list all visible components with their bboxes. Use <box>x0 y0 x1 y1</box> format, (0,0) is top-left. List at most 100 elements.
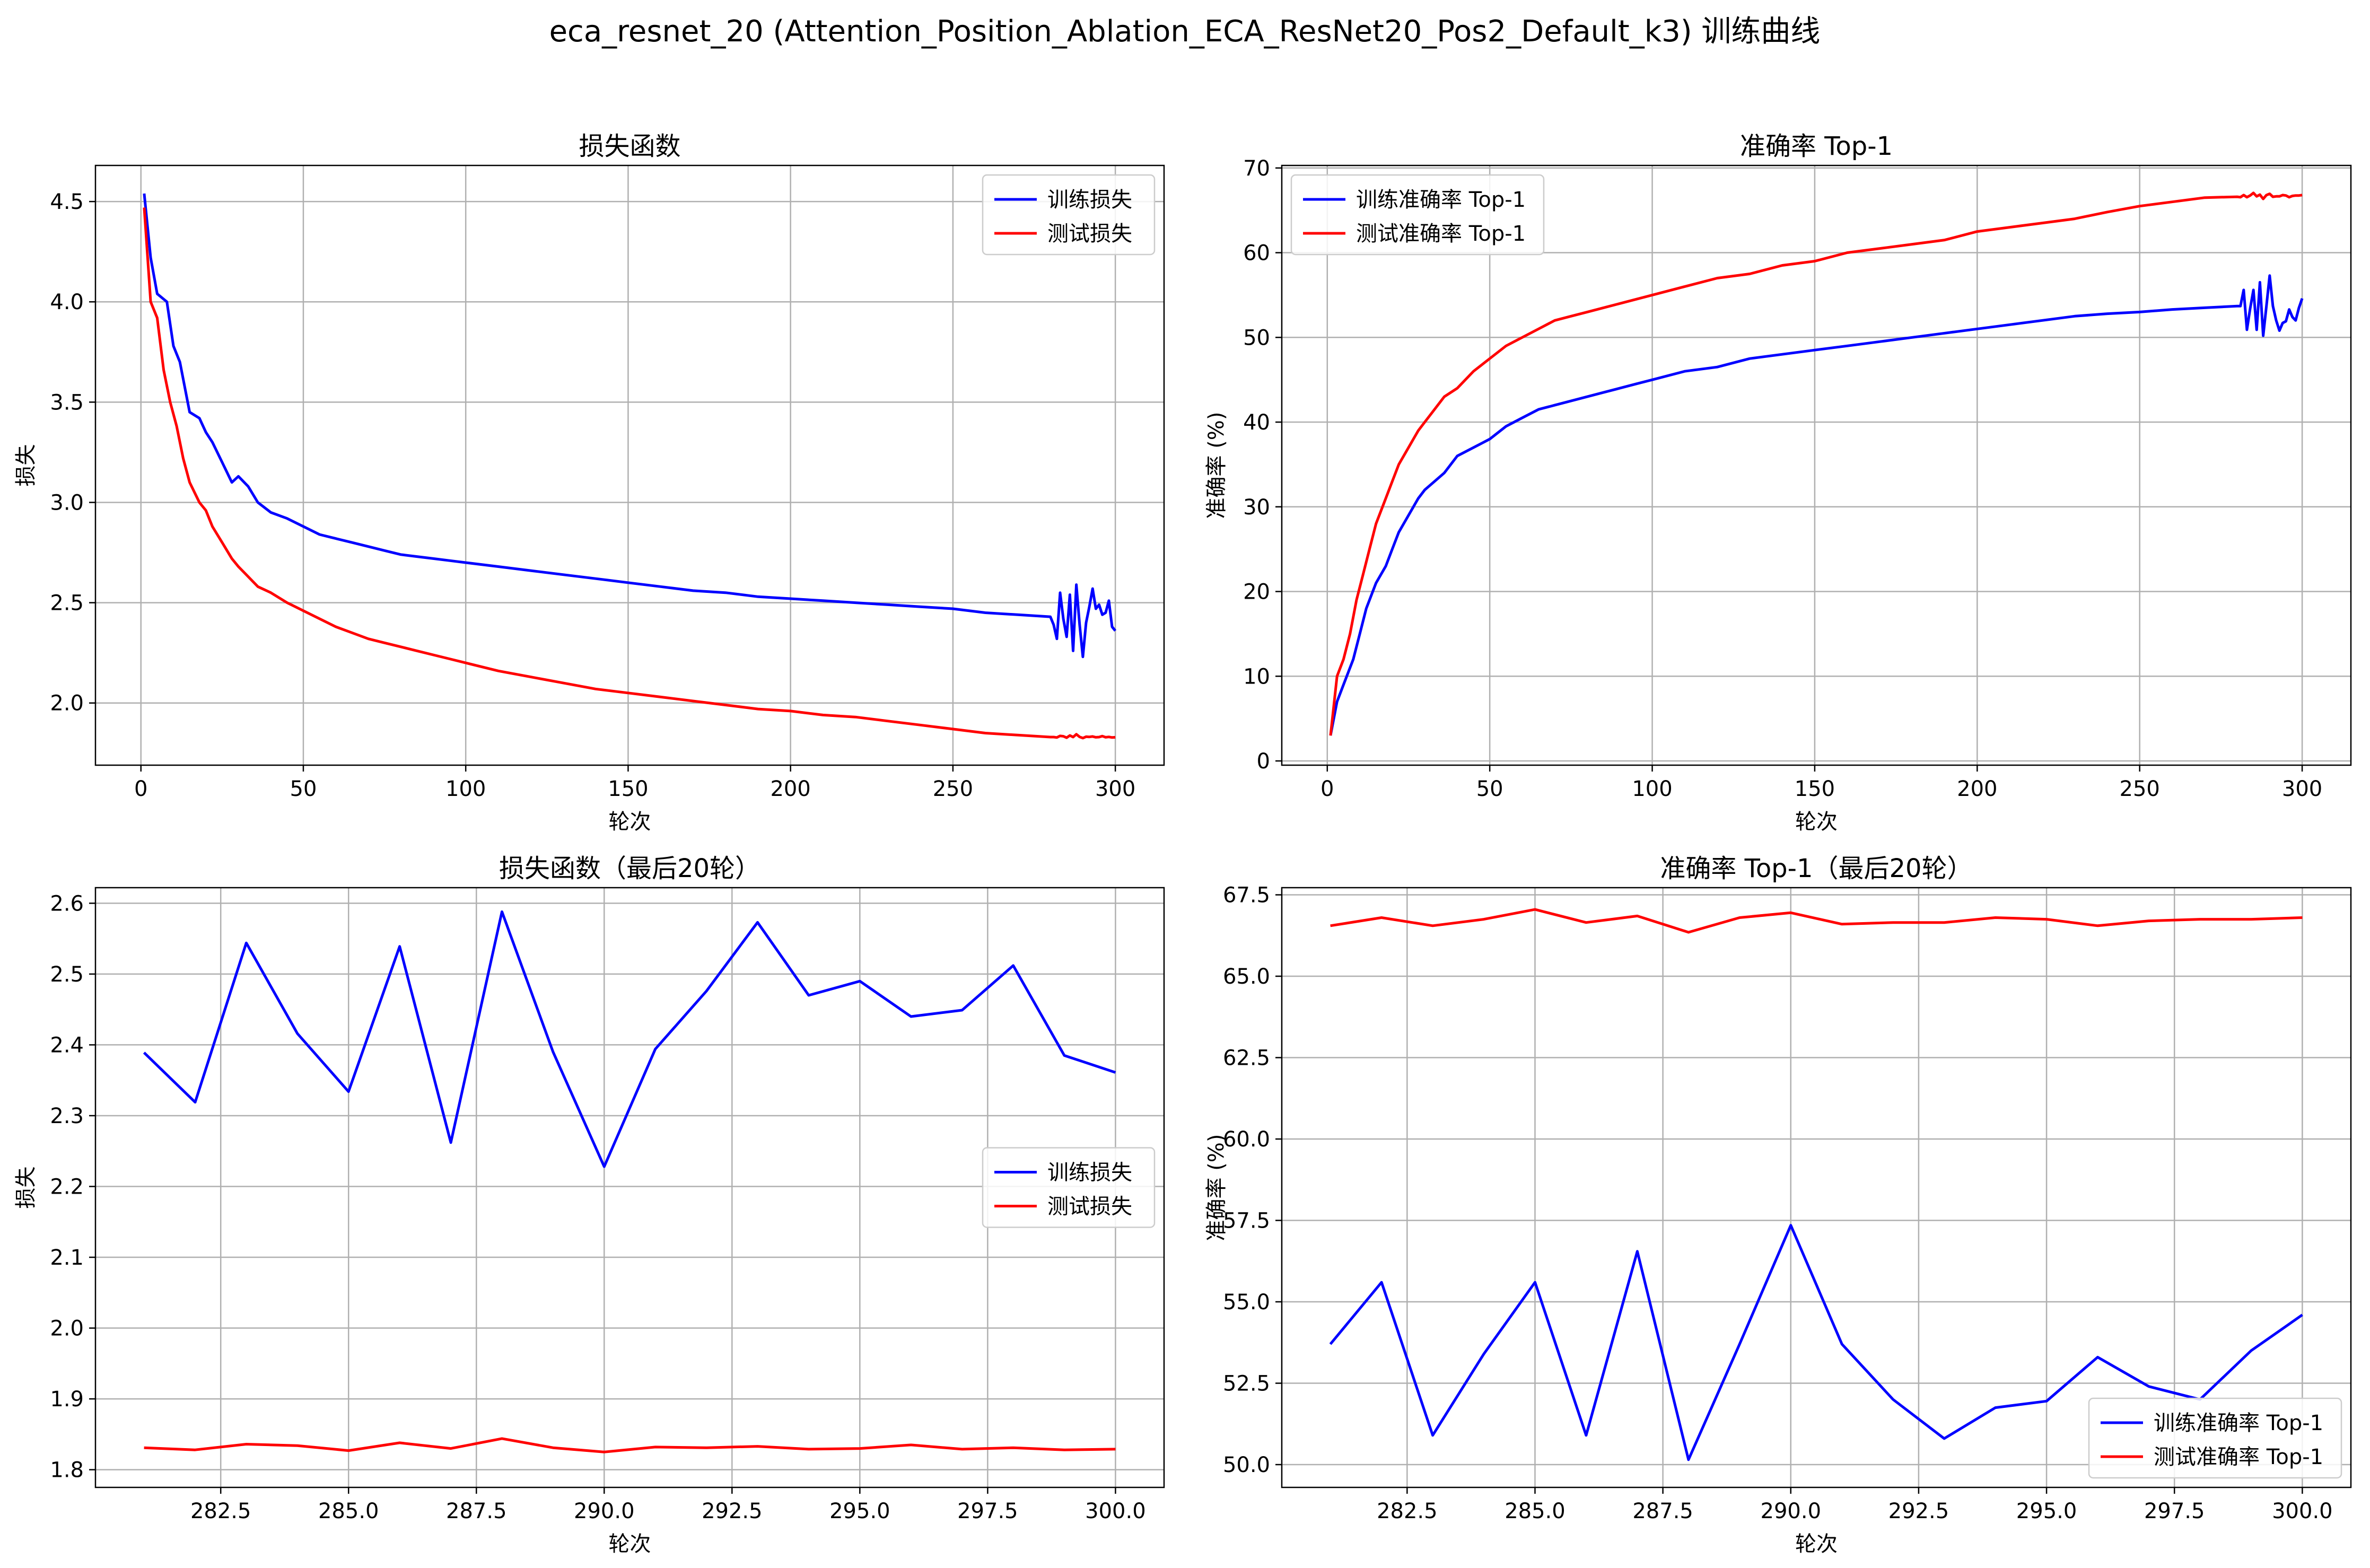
x-tick-label: 150 <box>608 777 648 801</box>
x-tick-label: 292.5 <box>1888 1499 1949 1523</box>
series-line-test <box>143 207 1116 740</box>
legend-label: 训练损失 <box>1047 188 1132 212</box>
legend-label: 训练准确率 Top-1 <box>2154 1411 2323 1435</box>
y-tick-label: 55.0 <box>1223 1290 1270 1315</box>
y-tick-label: 2.3 <box>50 1104 84 1128</box>
axes-frame <box>94 887 1165 1488</box>
y-tick-label: 50.0 <box>1223 1453 1270 1477</box>
series-line-test <box>144 1437 1116 1453</box>
x-tick-label: 297.5 <box>957 1499 1018 1523</box>
x-tick-label: 300 <box>1095 777 1135 801</box>
y-tick-label: 52.5 <box>1223 1372 1270 1396</box>
y-tick-label: 2.4 <box>50 1033 84 1057</box>
chart-panel-acc_full: 0 50 100 150 200 250 300 0 10 20 30 40 50 60 70 准确率 Top… <box>1204 132 2352 834</box>
x-tick-label: 295.0 <box>2016 1499 2077 1523</box>
y-axis-label: 损失 <box>14 1167 38 1209</box>
y-axis-label: 准确率 (%) <box>1204 412 1229 519</box>
y-tick-label: 20 <box>1243 580 1270 605</box>
x-axis-label: 轮次 <box>609 1532 651 1556</box>
y-tick-label: 0 <box>1257 749 1270 774</box>
y-tick-label: 2.1 <box>50 1246 84 1270</box>
x-tick-label: 282.5 <box>190 1499 251 1523</box>
y-tick-label: 57.5 <box>1223 1209 1270 1233</box>
series-line-train <box>143 193 1117 659</box>
x-tick-label: 250 <box>2120 777 2160 801</box>
y-tick-label: 2.6 <box>50 891 84 916</box>
y-tick-label: 2.2 <box>50 1175 84 1199</box>
y-tick-label: 67.5 <box>1223 883 1270 908</box>
legend-label: 测试准确率 Top-1 <box>2154 1445 2323 1469</box>
x-axis-label: 轮次 <box>1795 1532 1838 1556</box>
y-tick-label: 2.0 <box>50 691 84 716</box>
y-tick-label: 60.0 <box>1223 1127 1270 1152</box>
x-tick-label: 297.5 <box>2144 1499 2205 1523</box>
x-tick-label: 300.0 <box>1085 1499 1146 1523</box>
y-axis-label: 损失 <box>14 444 38 487</box>
axes-frame <box>94 164 1165 766</box>
x-tick-label: 150 <box>1795 777 1835 801</box>
chart-title: 损失函数 <box>579 132 680 161</box>
y-tick-label: 30 <box>1243 495 1270 520</box>
legend-label: 测试损失 <box>1047 1195 1132 1219</box>
legend-label: 测试损失 <box>1047 222 1132 246</box>
series-line-test <box>1330 908 2303 934</box>
y-axis-label: 准确率 (%) <box>1204 1134 1229 1241</box>
series-line-test <box>1329 191 2303 736</box>
x-tick-label: 100 <box>1632 777 1672 801</box>
x-tick-label: 300 <box>2282 777 2322 801</box>
chart-title: 准确率 Top-1 <box>1740 132 1893 161</box>
x-tick-label: 290.0 <box>574 1499 635 1523</box>
y-tick-label: 4.0 <box>50 290 84 314</box>
x-tick-label: 287.5 <box>1632 1499 1693 1523</box>
x-tick-label: 287.5 <box>446 1499 507 1523</box>
chart-title: 损失函数（最后20轮） <box>499 854 760 883</box>
y-tick-label: 2.5 <box>50 591 84 616</box>
x-tick-label: 290.0 <box>1761 1499 1822 1523</box>
legend-label: 测试准确率 Top-1 <box>1356 222 1526 246</box>
y-tick-label: 50 <box>1243 326 1270 350</box>
axes-frame <box>1281 164 2352 766</box>
y-tick-label: 40 <box>1243 410 1270 435</box>
series-line-train <box>1329 274 2304 736</box>
y-tick-label: 3.5 <box>50 390 84 415</box>
y-tick-label: 3.0 <box>50 490 84 515</box>
x-tick-label: 285.0 <box>318 1499 379 1523</box>
legend-box <box>1290 174 1545 256</box>
y-tick-label: 1.8 <box>50 1458 84 1483</box>
series-line-train <box>143 910 1116 1168</box>
x-tick-label: 50 <box>290 777 317 801</box>
legend-label: 训练准确率 Top-1 <box>1356 188 1526 212</box>
y-tick-label: 4.5 <box>50 190 84 214</box>
legend-label: 训练损失 <box>1047 1161 1132 1185</box>
x-tick-label: 0 <box>134 777 147 801</box>
y-tick-label: 65.0 <box>1223 965 1270 989</box>
y-tick-label: 10 <box>1243 664 1270 689</box>
y-tick-label: 60 <box>1243 241 1270 266</box>
y-tick-label: 2.0 <box>50 1317 84 1341</box>
chart-panel-acc_last20: 282.5 285.0 287.5 290.0 292.5 295.0 297.5 300.0… <box>1204 854 2352 1556</box>
legend: 训练准确率 Top-1 测试准确率 Top-1 <box>1290 174 1545 256</box>
figure-suptitle: eca_resnet_20 (Attention_Position_Ablati… <box>549 14 1821 49</box>
legend-box <box>2088 1397 2342 1479</box>
y-tick-label: 70 <box>1243 156 1270 181</box>
x-tick-label: 100 <box>445 777 486 801</box>
x-tick-label: 295.0 <box>829 1499 890 1523</box>
chart-panel-loss_last20: 282.5 285.0 287.5 290.0 292.5 295.0 297.5 300.0… <box>14 854 1165 1556</box>
x-tick-label: 285.0 <box>1505 1499 1566 1523</box>
series-line-train <box>1329 1224 2303 1461</box>
chart-panel-loss_full: 0 50 100 150 200 250 300 2.0 2.5 3.0 3.5 4.0 4.5 损失函数… <box>14 132 1165 834</box>
x-tick-label: 200 <box>770 777 810 801</box>
x-axis-label: 轮次 <box>609 810 651 834</box>
x-axis-label: 轮次 <box>1795 810 1838 834</box>
x-tick-label: 250 <box>933 777 973 801</box>
x-tick-label: 292.5 <box>702 1499 763 1523</box>
y-tick-label: 1.9 <box>50 1387 84 1412</box>
x-tick-label: 0 <box>1320 777 1334 801</box>
legend: 训练准确率 Top-1 测试准确率 Top-1 <box>2088 1397 2342 1479</box>
x-tick-label: 282.5 <box>1377 1499 1438 1523</box>
axes-frame <box>1281 887 2352 1488</box>
chart-title: 准确率 Top-1（最后20轮） <box>1660 854 1972 883</box>
